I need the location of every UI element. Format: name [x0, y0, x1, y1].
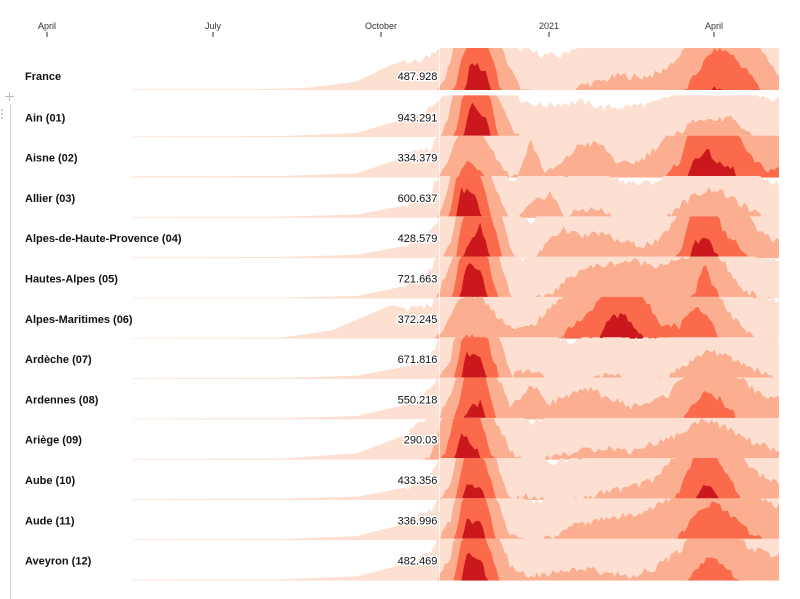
row-label: Ariège (09) — [25, 435, 82, 447]
horizon-row[interactable]: Hautes-Alpes (05) — [25, 256, 779, 299]
row-label: Ardèche (07) — [25, 354, 92, 366]
x-tick-label: April — [705, 21, 723, 31]
row-label: France — [25, 71, 61, 83]
horizon-band-2 — [133, 458, 779, 500]
horizon-band-2 — [133, 377, 779, 420]
row-label: Aisne (02) — [25, 153, 78, 165]
horizon-band-2 — [133, 538, 779, 581]
row-label: Ain (01) — [25, 112, 66, 124]
row-label: Aude (11) — [25, 515, 75, 527]
horizon-band-2 — [133, 135, 779, 178]
horizon-row[interactable]: Ariège (09) — [25, 417, 779, 460]
x-tick-label: 2021 — [539, 21, 559, 31]
hover-value-label: 336.996 — [398, 515, 438, 527]
horizon-bands — [133, 256, 779, 299]
horizon-row[interactable]: Ain (01) — [25, 95, 779, 138]
horizon-band-2 — [133, 256, 779, 299]
horizon-band-3 — [133, 256, 779, 299]
horizon-bands — [133, 296, 779, 339]
hover-value-label: 433.356 — [398, 475, 438, 487]
horizon-band-3 — [133, 377, 779, 420]
horizon-bands — [133, 95, 779, 138]
horizon-row[interactable]: Aveyron (12) — [25, 538, 779, 581]
hover-value-label: 428.579 — [398, 233, 438, 245]
horizon-band-4 — [133, 312, 779, 339]
horizon-band-3 — [133, 48, 779, 90]
add-cell-icon[interactable] — [5, 92, 14, 101]
horizon-row[interactable]: Ardèche (07) — [25, 337, 779, 380]
horizon-bands — [133, 458, 779, 500]
row-label: Aveyron (12) — [25, 556, 92, 568]
row-label: Allier (03) — [25, 193, 75, 205]
hover-value-label: 943.291 — [398, 112, 438, 124]
horizon-bands — [133, 498, 779, 541]
horizon-band-2 — [133, 48, 779, 90]
hover-value-label: 550.218 — [398, 394, 438, 406]
row-label: Aube (10) — [25, 475, 75, 487]
row-label: Hautes-Alpes (05) — [25, 274, 118, 286]
hover-value-label: 290.03 — [404, 435, 438, 447]
horizon-bands — [133, 377, 779, 420]
hover-value-label: 487.928 — [398, 71, 438, 83]
horizon-bands — [133, 175, 779, 218]
hover-value-label: 600.637 — [398, 193, 438, 205]
hover-value-label: 372.245 — [398, 314, 438, 326]
x-tick: October — [365, 21, 397, 37]
x-tick: April — [705, 21, 723, 37]
horizon-row[interactable]: Aude (11) — [25, 498, 779, 541]
x-tick: 2021 — [539, 21, 559, 37]
horizon-band-2 — [133, 337, 779, 380]
hover-value-label: 721.663 — [398, 274, 438, 286]
hover-value-label: 334.379 — [398, 153, 438, 165]
x-tick: July — [205, 21, 222, 37]
cell-menu-handle-icon[interactable] — [1, 109, 4, 121]
horizon-band-2 — [133, 498, 779, 541]
hover-value-label: 482.469 — [398, 556, 438, 568]
x-tick-label: October — [365, 21, 397, 31]
horizon-row[interactable]: Aisne (02) — [25, 135, 779, 178]
x-tick-label: April — [38, 21, 56, 31]
horizon-band-2 — [133, 95, 779, 138]
x-axis: April July October 2021 April — [38, 21, 723, 37]
horizon-row[interactable]: Ardennes (08) — [25, 377, 779, 420]
cell-selection-bar — [10, 104, 11, 599]
horizon-bands — [133, 337, 779, 380]
horizon-row[interactable]: France — [25, 48, 779, 90]
horizon-bands — [133, 417, 779, 460]
horizon-band-4 — [133, 62, 779, 90]
x-tick: April — [38, 21, 56, 37]
horizon-band-3 — [133, 538, 779, 581]
row-label: Alpes-Maritimes (06) — [25, 314, 133, 326]
horizon-band-4 — [461, 222, 720, 259]
horizon-row[interactable]: Allier (03) — [25, 175, 779, 218]
horizon-band-4 — [133, 433, 779, 460]
horizon-bands — [133, 48, 779, 90]
horizon-bands — [133, 135, 779, 178]
horizon-row[interactable]: Alpes-de-Haute-Provence (04) — [25, 216, 779, 259]
horizon-band-3 — [133, 337, 779, 380]
horizon-row[interactable]: Alpes-Maritimes (06) — [25, 296, 779, 339]
hover-value-label: 671.816 — [398, 354, 438, 366]
horizon-band-3 — [133, 417, 779, 460]
horizon-band-4 — [133, 148, 779, 178]
row-label: Ardennes (08) — [25, 394, 99, 406]
x-tick-label: July — [205, 21, 222, 31]
horizon-bands — [133, 538, 779, 581]
horizon-band-3 — [133, 498, 779, 541]
row-label: Alpes-de-Haute-Provence (04) — [25, 233, 182, 245]
horizon-band-3 — [133, 175, 779, 218]
horizon-bands — [133, 216, 779, 259]
